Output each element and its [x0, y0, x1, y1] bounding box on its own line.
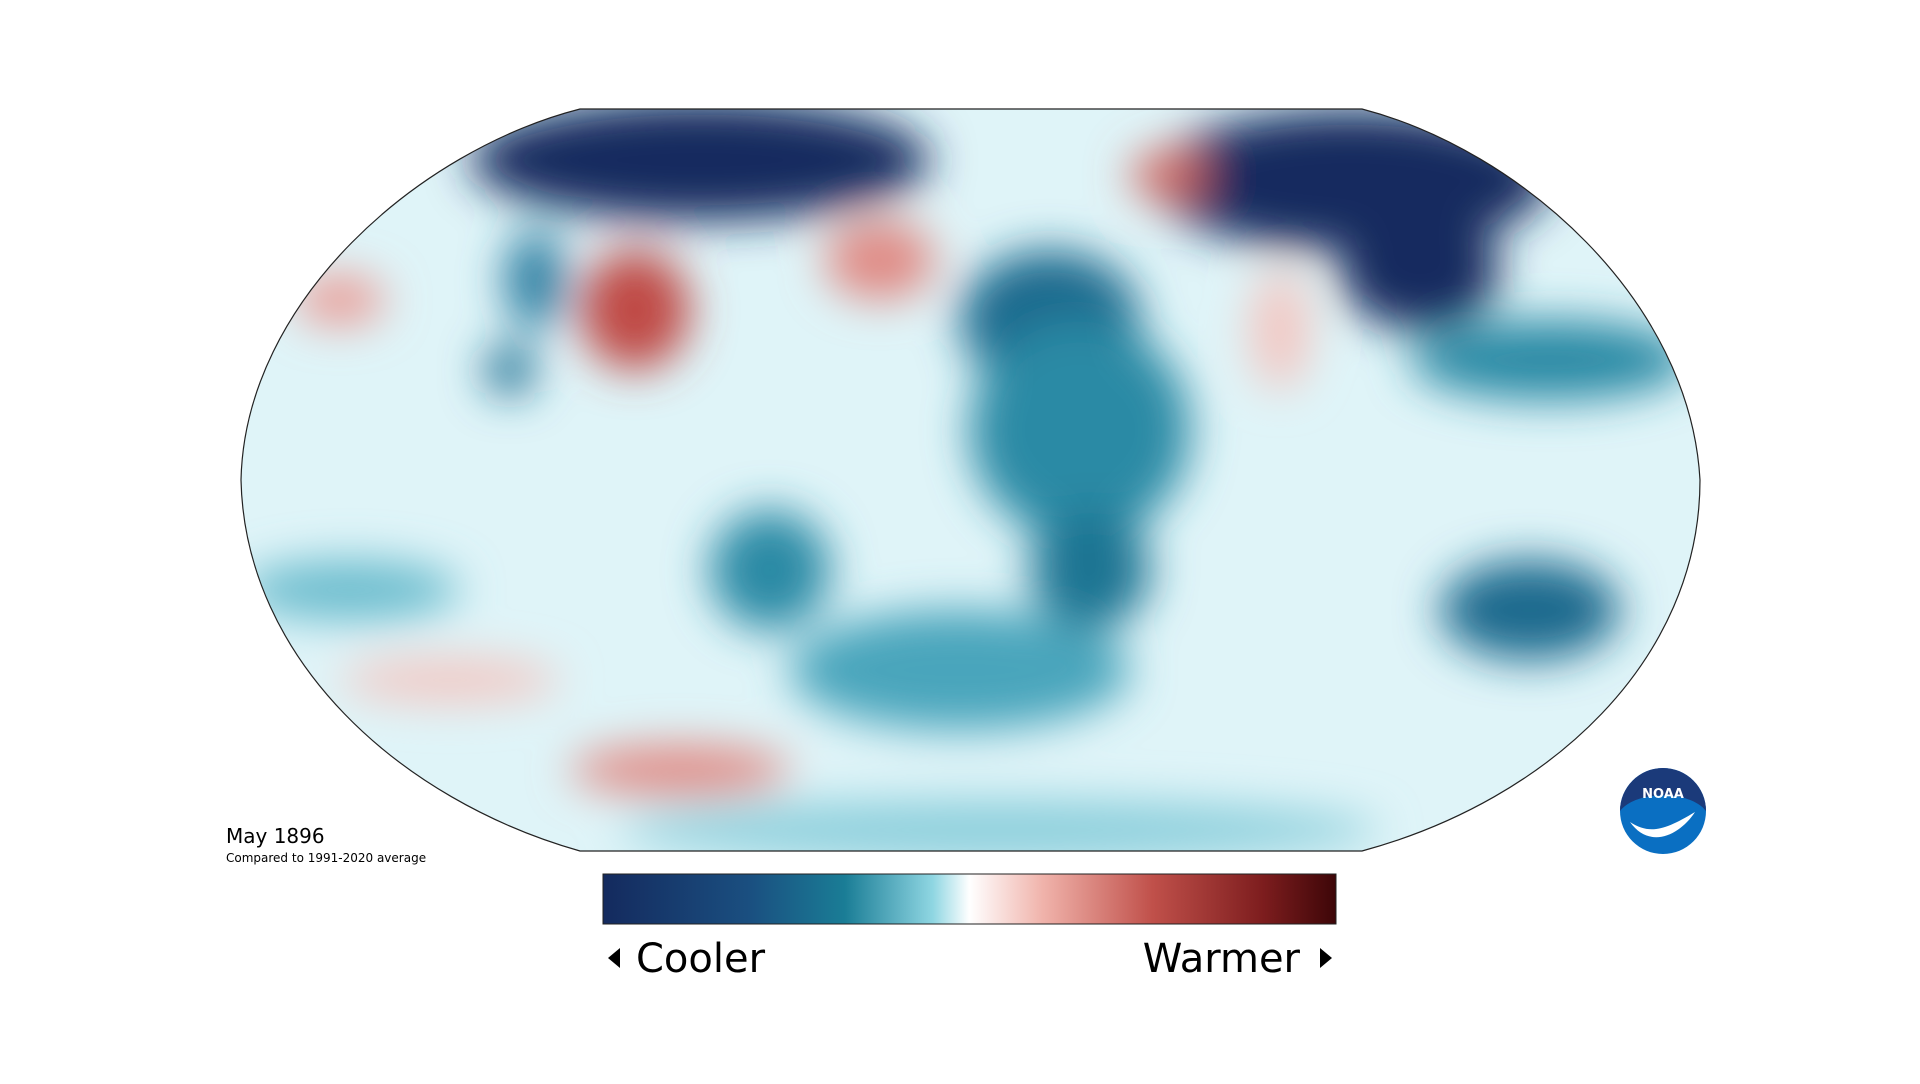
map-period: May 1896	[226, 824, 325, 848]
map-baseline: Compared to 1991-2020 average	[226, 851, 426, 865]
arrow-left	[608, 948, 620, 968]
noaa-logo: NOAA	[1620, 768, 1706, 854]
anomaly-field	[241, 109, 1700, 851]
legend-high: Warmer	[1143, 936, 1301, 982]
map-outline	[240, 108, 1701, 852]
arrow-right	[1320, 948, 1332, 968]
color-scale	[602, 873, 1337, 925]
legend-low: Cooler	[636, 936, 766, 982]
logo-text: NOAA	[1642, 787, 1684, 802]
